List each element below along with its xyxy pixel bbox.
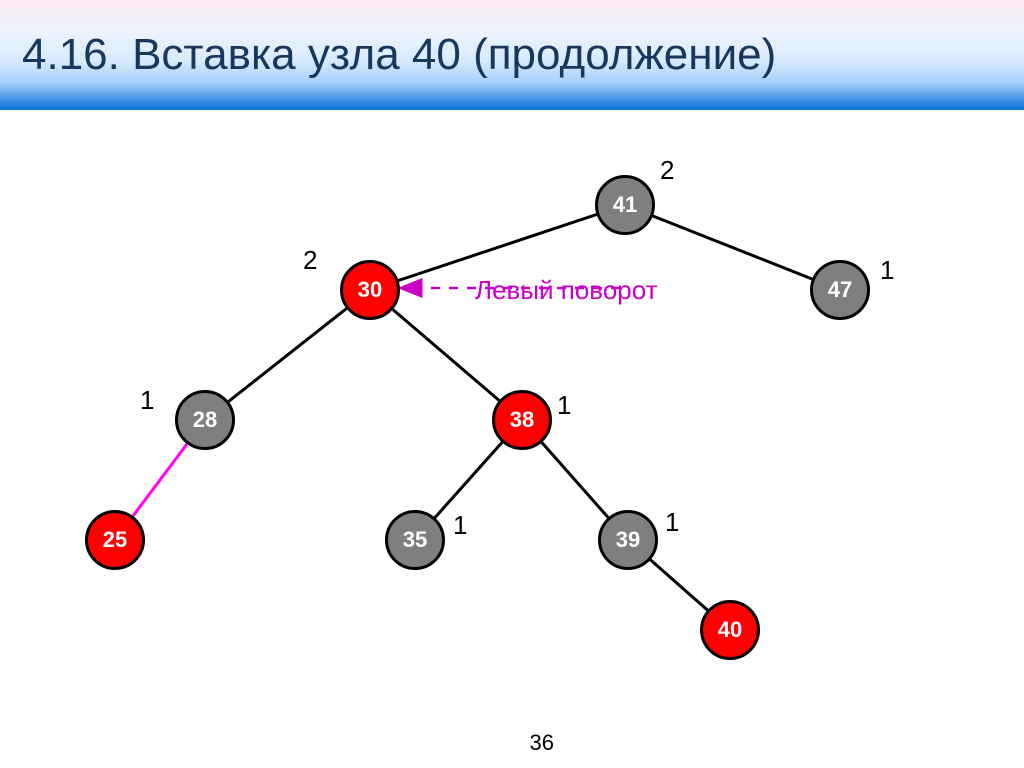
node-39: 39 — [598, 510, 658, 570]
node-label: 41 — [613, 192, 637, 218]
tree-diagram: 41 30 47 28 38 25 35 39 40 2 2 1 1 1 1 1 Левый поворот — [0, 110, 1024, 730]
node-38: 38 — [492, 390, 552, 450]
node-label: 40 — [718, 617, 742, 643]
edge-n41-n47 — [653, 216, 812, 279]
node-35: 35 — [385, 510, 445, 570]
node-label: 28 — [193, 407, 217, 433]
node-28: 28 — [175, 390, 235, 450]
node-label: 47 — [828, 277, 852, 303]
edge-n28-n25 — [133, 444, 187, 516]
node-label: 35 — [403, 527, 427, 553]
node-25: 25 — [85, 510, 145, 570]
height-label-2: 1 — [880, 255, 894, 286]
edge-n38-n35 — [435, 442, 502, 517]
node-40: 40 — [700, 600, 760, 660]
node-30: 30 — [340, 260, 400, 320]
node-label: 30 — [358, 277, 382, 303]
node-41: 41 — [595, 175, 655, 235]
edge-n39-n40 — [650, 560, 707, 610]
edge-n41-n30 — [398, 214, 596, 280]
node-label: 25 — [103, 527, 127, 553]
node-47: 47 — [810, 260, 870, 320]
slide-title: 4.16. Вставка узла 40 (продолжение) — [22, 30, 776, 80]
height-label-3: 1 — [140, 385, 154, 416]
slide-header: 4.16. Вставка узла 40 (продолжение) — [0, 0, 1024, 110]
height-label-4: 1 — [557, 390, 571, 421]
height-label-0: 2 — [660, 155, 674, 186]
edge-n38-n39 — [542, 442, 608, 517]
height-label-5: 1 — [453, 510, 467, 541]
edge-n30-n28 — [229, 309, 347, 402]
page-number: 36 — [530, 730, 554, 756]
rotation-label: Левый поворот — [475, 275, 658, 306]
height-label-6: 1 — [665, 507, 679, 538]
height-label-1: 2 — [303, 245, 317, 276]
node-label: 38 — [510, 407, 534, 433]
edge-n30-n38 — [393, 309, 499, 400]
node-label: 39 — [616, 527, 640, 553]
